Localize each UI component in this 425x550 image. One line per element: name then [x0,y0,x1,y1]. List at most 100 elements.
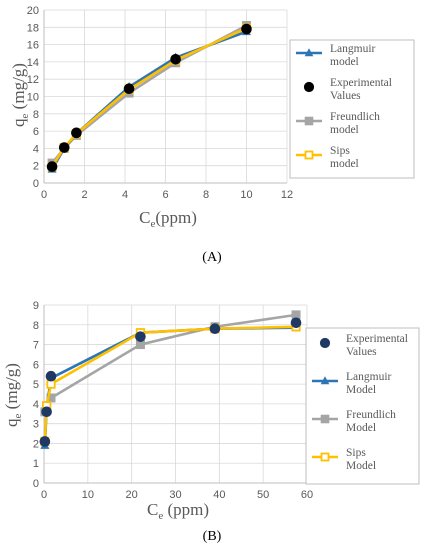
chart-a-experimental-point [71,127,82,139]
chart-a-legend-item-experimental: Experimental Values [303,77,392,102]
chart-a-freundlich-line [51,24,248,164]
chart-b-panel-label: (B) [203,529,222,544]
chart-a-legend-label: Langmuir model [330,43,376,68]
chart-b-y-tick-label: 6 [33,359,39,371]
chart-a-ticks: 0 2 4 6 8 10 12 14 16 18 20 0 2 4 6 8 10 12 [27,5,293,201]
chart-b-y-tick-label: 2 [33,438,39,450]
chart-b-x-tick-label: 50 [257,489,269,501]
chart-b-y-tick-label: 1 [33,458,39,470]
chart-b-legend-swatch-marker [320,376,330,385]
chart-a-legend-label: Freundlich model [330,111,380,136]
chart-a-x-tick-label: 4 [122,189,128,201]
chart-b-y-tick-label: 3 [33,419,39,431]
chart-b-series-langmuir [40,322,301,449]
chart-a-experimental-point [58,142,70,153]
chart-a-legend-swatch-marker [303,81,315,93]
chart-a-legend-swatch-marker [304,150,314,160]
chart-b-legend-label: Freundlich Model [346,409,396,434]
chart-b-axes [43,305,307,484]
chart-b-freundlich-point [135,340,145,350]
chart-b-freundlich-point [46,393,56,403]
chart-b-series [39,310,302,449]
chart-b-legend-item-sips: Sips Model [312,447,376,472]
chart-b: 0 1 2 3 4 5 6 7 8 9 0 10 20 30 40 50 60 qe (mg/g) Ce (pp… [2,300,420,544]
chart-b-y-tick-label: 0 [33,478,39,490]
chart-b-freundlich-point [291,310,301,320]
chart-a-x-tick-label: 10 [240,189,252,201]
chart-a-x-tick-label: 2 [81,189,87,201]
chart-b-y-tick-label: 8 [33,320,39,332]
chart-a-sips-line [51,26,248,168]
chart-a-x-tick-label: 0 [41,189,47,201]
chart-b-experimental-point [41,406,52,418]
chart-a-legend: Langmuir model Experimental Values Freundlic… [296,43,392,170]
chart-b-ticks: 0 1 2 3 4 5 6 7 8 9 0 10 20 30 40 50 60 [33,300,313,501]
chart-a-y-tick-label: 10 [27,92,39,104]
chart-a-y-tick-label: 14 [27,57,39,69]
chart-a-legend-item-sips: Sips model [296,145,359,170]
chart-b-y-tick-label: 9 [33,300,39,312]
chart-b-experimental-point [209,323,221,335]
chart-b-x-tick-label: 30 [169,489,181,501]
chart-b-y-axis-title: qe (mg/g) [2,363,24,427]
chart-a-axes [43,10,287,184]
chart-b-x-tick-label: 20 [126,489,138,501]
chart-b-legend-item-langmuir: Langmuir Model [312,371,392,396]
chart-b-legend-swatch-marker [320,414,330,424]
chart-a-x-tick-label: 12 [281,189,293,201]
chart-b-legend-label: Langmuir Model [346,371,392,396]
chart-a-x-axis-title: Ce(ppm) [139,208,197,230]
chart-a-y-tick-label: 20 [27,5,39,17]
chart-b-langmuir-line [43,326,297,446]
chart-a-experimental-point [123,83,135,95]
chart-a-legend-label: Experimental Values [330,77,392,102]
chart-b-x-tick-label: 60 [301,489,313,501]
chart-b-sips-point [46,379,56,389]
chart-a-y-tick-label: 0 [33,178,39,190]
chart-a-experimental-point [46,161,58,172]
chart-a-y-tick-label: 12 [27,74,39,86]
chart-b-legend-label: Experimental Values [346,333,408,358]
chart-b-x-tick-label: 10 [82,489,94,501]
chart-a-series-freundlich [47,21,251,168]
chart-a-legend-label: Sips model [330,145,359,170]
chart-a-legend-item-langmuir: Langmuir model [296,43,376,68]
chart-a-panel-label: (A) [202,250,222,265]
chart-b-experimental-point [135,331,146,342]
chart-a-legend-item-freundlich: Freundlich model [296,111,380,136]
chart-b-x-tick-label: 0 [41,489,47,501]
chart-b-legend-item-experimental: Experimental Values [319,333,408,358]
chart-a-y-tick-label: 18 [27,22,39,34]
chart-b-experimental-point [45,370,57,382]
chart-a-y-tick-label: 4 [33,143,39,155]
chart-a-series-langmuir [47,26,251,173]
chart-a-series [46,21,252,173]
chart-a-legend-swatch-marker [304,116,314,126]
chart-a-experimental-point [170,54,181,65]
chart-b-y-tick-label: 7 [33,340,39,352]
chart-a-y-tick-label: 2 [33,161,39,173]
chart-b-legend-label: Sips Model [346,447,376,472]
chart-b-legend-swatch-marker [319,337,331,349]
chart-a-grid [43,9,288,184]
chart-a-series-experimental [46,23,252,172]
chart-b-y-tick-label: 5 [33,379,39,391]
chart-b-series-experimental [39,317,302,447]
chart-b-x-axis-title: Ce (ppm) [147,500,209,522]
chart-a-y-tick-label: 8 [33,109,39,121]
chart-a-x-tick-label: 6 [162,189,168,201]
chart-b-x-tick-label: 40 [213,489,225,501]
chart-a-y-tick-label: 6 [33,126,39,138]
chart-b-legend: Experimental Values Langmuir Model Freundlic… [312,333,408,472]
chart-b-y-tick-label: 4 [33,399,39,411]
chart-a-experimental-point [241,23,252,35]
chart-a-y-axis-title: qe (mg/g) [9,63,31,127]
chart-b-experimental-point [290,317,302,329]
chart-a-y-tick-label: 16 [27,40,39,52]
chart-b-legend-swatch-marker [320,452,330,462]
chart-a-legend-swatch-marker [304,48,314,57]
chart-a-x-tick-label: 8 [203,189,209,201]
chart-a: 0 2 4 6 8 10 12 14 16 18 20 0 2 4 6 8 10 12 qe (mg/g) Ce(… [9,5,415,265]
chart-b-experimental-point [39,436,51,447]
